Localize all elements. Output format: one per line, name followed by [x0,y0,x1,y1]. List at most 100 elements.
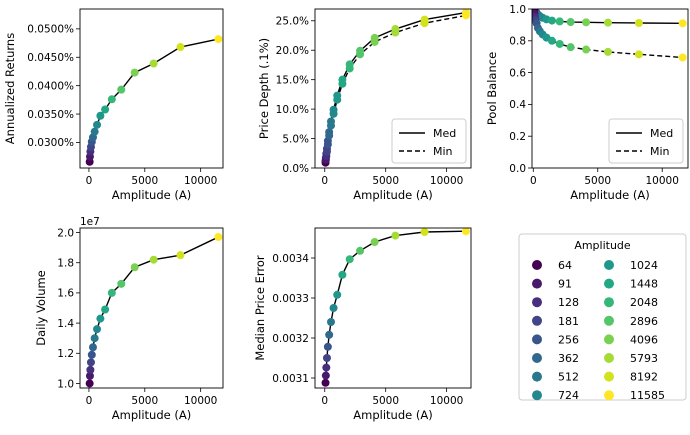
daily-volume-point-med [107,288,116,297]
annualized-returns-point-med [101,105,110,114]
price-depth-ytick-label: 25.0% [276,16,309,28]
annualized-returns-point-med [90,127,99,136]
pool-balance-point-med [566,18,575,27]
daily-volume-ytick-label: 1.0 [57,378,74,390]
daily-volume-point-med [93,325,102,334]
median-price-error-point-med [461,228,470,236]
amplitude-legend-label: 11585 [630,389,665,402]
amplitude-legend-marker [604,371,614,382]
pool-balance-point-min [582,45,591,54]
pool-balance-point-min [555,39,564,48]
annualized-returns-point-med [93,120,102,129]
annualized-returns-ytick-label: 0.0300% [27,137,74,149]
amplitude-legend-marker [532,278,542,289]
daily-volume-xlabel: Amplitude (A) [112,408,191,422]
amplitude-legend-label: 181 [558,315,579,328]
price-depth-legend-box [391,118,467,164]
annualized-returns-point-med [130,68,139,77]
price-depth-point-min [356,50,365,59]
price-depth-frame [314,8,472,169]
amplitude-legend-marker [604,353,614,363]
price-depth-point-min [333,95,342,104]
amplitude-legend-marker [532,353,542,363]
median-price-error-xtick-label: 5000 [372,395,399,407]
amplitude-legend-label: 724 [558,389,579,402]
price-depth-legend: Med Min [391,118,467,164]
price-depth-ytick-label: 10.0% [276,104,309,116]
median-price-error-ylabel: Median Price Error [253,255,267,360]
amplitude-legend-marker [604,390,614,401]
median-price-error-point-med [326,318,335,326]
median-price-error-xlabel: Amplitude (A) [353,408,432,422]
annualized-returns-xlabel: Amplitude (A) [112,188,191,202]
median-price-error-point-med [345,255,354,264]
annualized-returns-point-med [149,59,158,68]
median-price-error-point-med [321,378,330,387]
daily-volume-point-med [117,279,126,288]
annualized-returns-xtick-label: 5000 [131,175,158,187]
annualized-returns-panel: 0 5000 10000 0.0300% 0.0350% 0.0400% 0.0450% 0.… [3,8,224,202]
annualized-returns-point-med [107,95,116,104]
pool-balance-point-med [555,17,564,26]
amplitude-legend-marker [604,260,614,270]
pool-balance-legend-box [608,118,684,164]
annualized-returns-ytick-label: 0.0450% [27,52,74,64]
amplitude-legend-label: 4096 [630,333,658,346]
daily-volume-ytick-label: 1.2 [57,348,74,360]
pool-balance-point-min [634,50,643,59]
amplitude-legend-label: 362 [558,352,579,365]
median-price-error-plot-area [321,228,470,387]
daily-volume-point-med [87,350,96,359]
annualized-returns-ytick-label: 0.0500% [27,24,74,36]
annualized-returns-ytick-label: 0.0400% [27,80,74,92]
amplitude-legend-label: 8192 [630,371,658,384]
daily-volume-xtick-label: 10000 [184,395,217,407]
amplitude-legend-marker [604,297,614,308]
median-price-error-ytick-label: 0.0034 [272,253,309,265]
pool-balance-point-med [547,16,556,25]
median-price-error-ytick-label: 0.0033 [272,293,309,305]
amplitude-legend-marker [604,334,614,345]
median-price-error-ytick-label: 0.0031 [272,373,309,385]
amplitude-legend-label: 512 [558,371,579,384]
pool-balance-point-med [603,18,612,27]
daily-volume-panel: 0 5000 10000 1.0 1.2 1.4 1.6 1.8 2.0 Amplitude (A… [34,216,224,422]
price-depth-xtick-label: 5000 [372,175,399,187]
amplitude-legend-label: 1024 [630,259,658,272]
daily-volume-ytick-label: 2.0 [57,227,74,239]
amplitude-legend-marker [532,315,542,326]
price-depth-plot-area [321,9,470,167]
amplitude-legend-label: 256 [558,333,579,346]
price-depth-point-min [325,131,334,140]
median-price-error-xtick-label: 10000 [430,395,463,407]
median-price-error-point-med [325,330,334,339]
median-price-error-ytick-label: 0.0032 [272,333,309,345]
daily-volume-xtick-label: 0 [86,395,93,407]
amplitude-legend-marker [532,334,542,345]
price-depth-point-min [370,37,379,46]
annualized-returns-ytick-label: 0.0350% [27,109,74,121]
price-depth-xtick-label: 0 [321,175,328,187]
daily-volume-offset-label: 1e7 [80,216,100,228]
daily-volume-point-med [86,358,95,367]
pool-balance-panel: 0 5000 10000 0.0 0.2 0.4 0.6 0.8 1.0 Amplitude (A… [485,4,689,202]
median-price-error-line-med [324,230,466,383]
amplitude-legend-label: 64 [558,259,572,272]
annualized-returns-point-med [96,111,105,120]
price-depth-ytick-label: 15.0% [276,74,309,86]
pool-balance-point-med [634,18,643,27]
price-depth-ytick-label: 20.0% [276,45,309,57]
pool-balance-frame [531,8,689,169]
price-depth-legend-label-med: Med [433,127,456,140]
median-price-error-point-med [329,304,338,312]
price-depth-point-min [420,19,429,28]
daily-volume-point-med [88,343,97,352]
amplitude-legend-label: 2048 [630,296,658,309]
daily-volume-point-med [85,379,94,388]
daily-volume-point-med [85,371,94,380]
median-price-error-xtick-label: 0 [321,395,328,407]
amplitude-legend-marker [604,278,614,289]
median-price-error-point-med [333,290,342,299]
